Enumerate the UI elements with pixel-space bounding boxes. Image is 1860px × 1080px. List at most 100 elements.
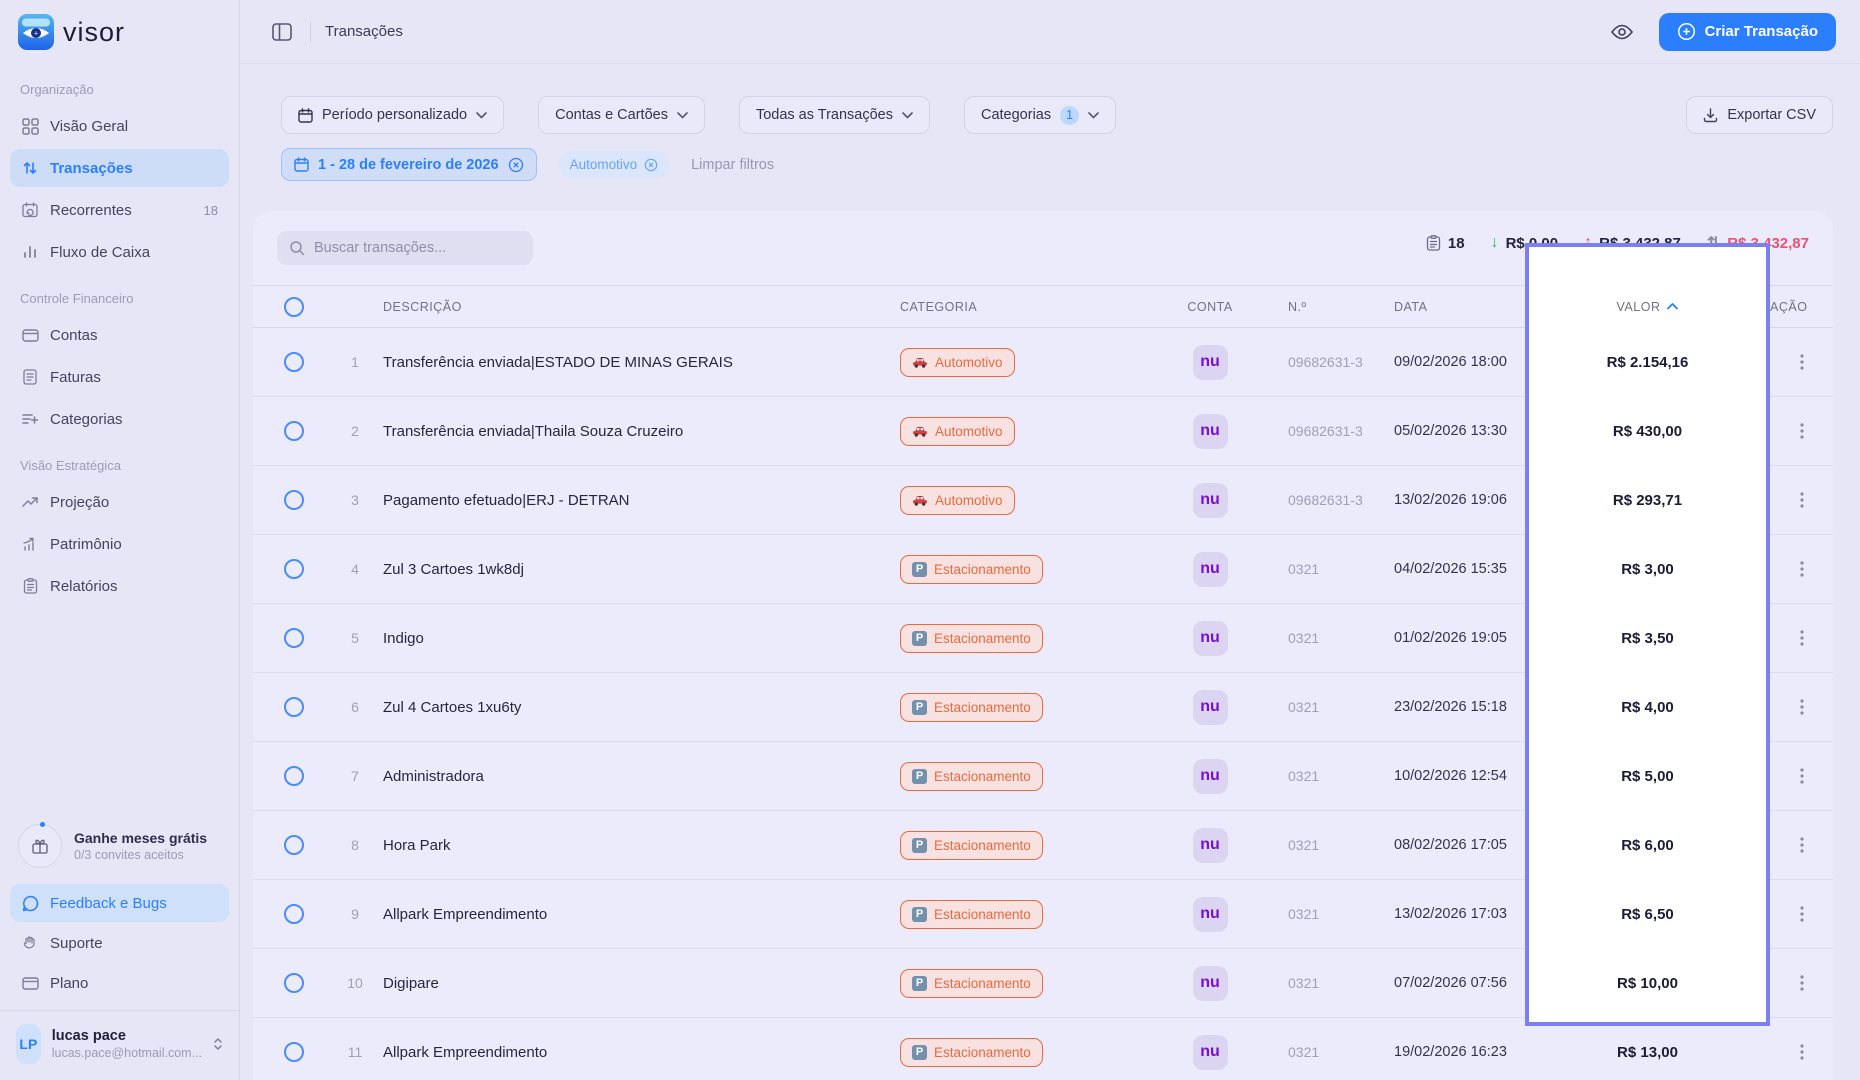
search-icon <box>289 240 305 256</box>
row-checkbox[interactable] <box>284 628 304 648</box>
sidebar-item-visao-geral[interactable]: Visão Geral <box>10 107 229 145</box>
row-actions-button[interactable] <box>1794 1038 1810 1066</box>
export-csv-button[interactable]: Exportar CSV <box>1686 96 1833 134</box>
row-actions-button[interactable] <box>1794 969 1810 997</box>
transaction-date: 13/02/2026 17:03 <box>1380 906 1525 922</box>
row-checkbox[interactable] <box>284 559 304 579</box>
sidebar-item-recorrentes[interactable]: Recorrentes 18 <box>10 191 229 229</box>
sidebar-item-suporte[interactable]: Suporte <box>10 924 229 962</box>
growth-chart-icon <box>21 537 39 551</box>
document-number: 0321 <box>1288 905 1319 924</box>
clipboard-icon <box>1426 235 1441 251</box>
bar-chart-icon <box>21 244 39 260</box>
category-badge: P Estacionamento <box>900 555 1043 584</box>
nubank-account-icon[interactable]: nu <box>1193 552 1228 587</box>
row-actions-button[interactable] <box>1794 555 1810 583</box>
header-valor-sort[interactable]: VALOR <box>1525 300 1770 314</box>
sidebar-item-relatorios[interactable]: Relatórios <box>10 567 229 605</box>
row-checkbox[interactable] <box>284 904 304 924</box>
invite-banner[interactable]: Ganhe meses grátis 0/3 convites aceitos <box>0 814 239 882</box>
nubank-account-icon[interactable]: nu <box>1193 1035 1228 1070</box>
category-filter-chip[interactable]: Automotivo <box>559 151 670 178</box>
visor-logo-icon: + <box>18 14 54 50</box>
nubank-account-icon[interactable]: nu <box>1193 690 1228 725</box>
row-actions-button[interactable] <box>1794 624 1810 652</box>
sidebar-item-projecao[interactable]: Projeção <box>10 483 229 521</box>
row-checkbox[interactable] <box>284 421 304 441</box>
create-transaction-button[interactable]: Criar Transação <box>1659 13 1836 51</box>
date-range-chip[interactable]: 1 - 28 de fevereiro de 2026 <box>281 148 537 181</box>
transaction-date: 13/02/2026 19:06 <box>1380 492 1525 508</box>
clipboard-icon <box>21 578 39 594</box>
sidebar-item-fluxo-de-caixa[interactable]: Fluxo de Caixa <box>10 233 229 271</box>
nubank-account-icon[interactable]: nu <box>1193 966 1228 1001</box>
clear-filters-button[interactable]: Limpar filtros <box>691 157 774 173</box>
row-actions-button[interactable] <box>1794 693 1810 721</box>
row-checkbox[interactable] <box>284 835 304 855</box>
row-checkbox[interactable] <box>284 697 304 717</box>
transaction-date: 10/02/2026 12:54 <box>1380 768 1525 784</box>
row-checkbox[interactable] <box>284 973 304 993</box>
wallet-icon <box>21 328 39 343</box>
categories-filter-count-badge: 1 <box>1060 106 1079 125</box>
plus-circle-icon <box>1677 22 1696 41</box>
nubank-account-icon[interactable]: nu <box>1193 414 1228 449</box>
category-badge: P Estacionamento <box>900 624 1043 653</box>
table-row[interactable]: 11 Allpark Empreendimento P Estacionamen… <box>253 1018 1833 1080</box>
user-menu[interactable]: LP lucas pace lucas.pace@hotmail.com... <box>0 1010 239 1080</box>
section-label-organizacao: Organização <box>20 82 239 97</box>
brand-logo[interactable]: + visor <box>0 0 239 60</box>
divider <box>310 22 311 42</box>
nubank-account-icon[interactable]: nu <box>1193 345 1228 380</box>
remove-filter-icon[interactable] <box>508 157 524 173</box>
row-checkbox[interactable] <box>284 352 304 372</box>
accounts-filter-dropdown[interactable]: Contas e Cartões <box>538 96 705 134</box>
row-checkbox[interactable] <box>284 490 304 510</box>
trending-up-icon <box>21 496 39 508</box>
row-checkbox[interactable] <box>284 1042 304 1062</box>
sidebar-item-patrimonio[interactable]: Patrimônio <box>10 525 229 563</box>
sidebar-item-faturas[interactable]: Faturas <box>10 358 229 396</box>
nubank-account-icon[interactable]: nu <box>1193 828 1228 863</box>
nubank-account-icon[interactable]: nu <box>1193 759 1228 794</box>
category-badge: P Estacionamento <box>900 762 1043 791</box>
user-name: lucas pace <box>52 1028 202 1044</box>
transaction-value: R$ 6,00 <box>1621 837 1674 854</box>
row-actions-button[interactable] <box>1794 900 1810 928</box>
sidebar-toggle-button[interactable] <box>268 19 296 45</box>
categories-filter-dropdown[interactable]: Categorias 1 <box>964 96 1116 134</box>
row-actions-button[interactable] <box>1794 348 1810 376</box>
row-actions-button[interactable] <box>1794 417 1810 445</box>
sidebar-item-plano[interactable]: Plano <box>10 964 229 1002</box>
category-label: Estacionamento <box>934 1045 1031 1060</box>
row-checkbox[interactable] <box>284 766 304 786</box>
nubank-account-icon[interactable]: nu <box>1193 621 1228 656</box>
row-actions-button[interactable] <box>1794 831 1810 859</box>
sidebar-item-contas[interactable]: Contas <box>10 316 229 354</box>
row-actions-button[interactable] <box>1794 486 1810 514</box>
svg-text:+: + <box>34 31 38 38</box>
sidebar-item-categorias[interactable]: Categorias <box>10 400 229 438</box>
type-filter-dropdown[interactable]: Todas as Transações <box>739 96 930 134</box>
period-filter-dropdown[interactable]: Período personalizado <box>281 96 504 134</box>
visibility-toggle-button[interactable] <box>1607 20 1637 44</box>
transaction-description: Allpark Empreendimento <box>375 906 900 923</box>
select-all-checkbox[interactable] <box>284 297 304 317</box>
nubank-account-icon[interactable]: nu <box>1193 483 1228 518</box>
transaction-description: Indigo <box>375 630 900 647</box>
header-acao: AÇÃO <box>1770 300 1833 314</box>
search-input[interactable] <box>314 240 521 256</box>
main-area: Transações Criar Transação Período perso… <box>240 0 1860 1080</box>
remove-filter-icon[interactable] <box>644 158 658 172</box>
header-conta: CONTA <box>1165 300 1255 314</box>
nubank-account-icon[interactable]: nu <box>1193 897 1228 932</box>
sidebar-item-feedback[interactable]: Feedback e Bugs <box>10 884 229 922</box>
transaction-date: 08/02/2026 17:05 <box>1380 837 1525 853</box>
row-number: 4 <box>335 561 375 577</box>
row-actions-button[interactable] <box>1794 762 1810 790</box>
avatar: LP <box>16 1024 41 1064</box>
row-number: 3 <box>335 492 375 508</box>
sidebar-item-transacoes[interactable]: Transações <box>10 149 229 187</box>
transaction-value: R$ 430,00 <box>1613 423 1682 440</box>
transaction-value: R$ 13,00 <box>1617 1044 1678 1061</box>
